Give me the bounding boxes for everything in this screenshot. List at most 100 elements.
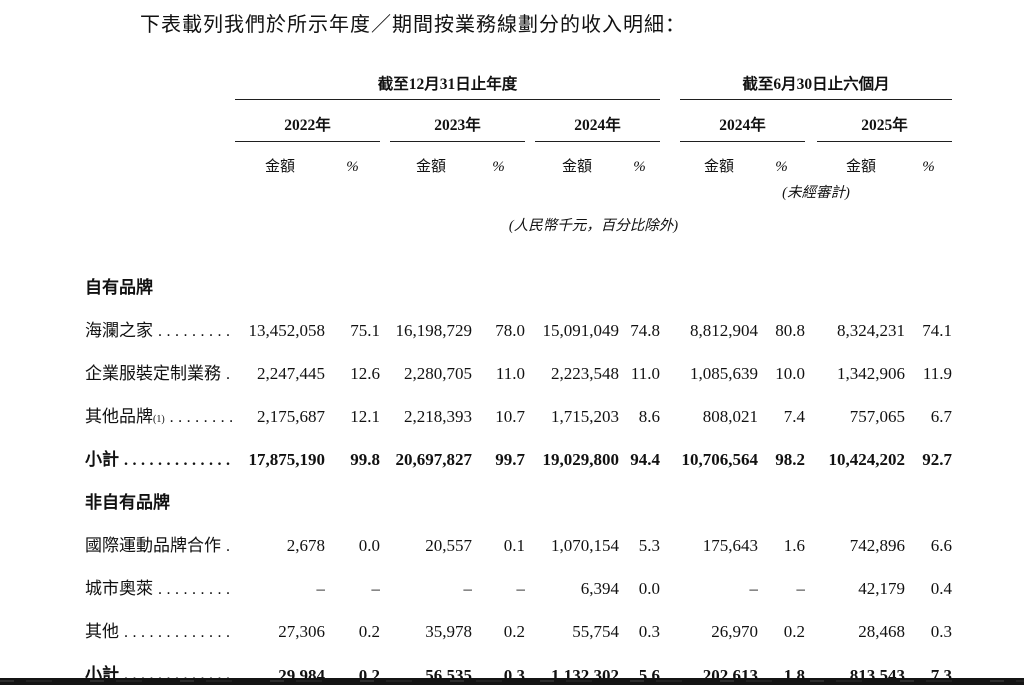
year-header-2024-interim: 2024年 <box>680 99 806 142</box>
interim-group-header: 截至6月30日止六個月 <box>680 72 953 100</box>
amount-cell: 2,678 <box>286 536 325 555</box>
year-header-row: 2022年 2023年 2024年 2024年 2025年 <box>85 99 953 142</box>
amount-cell: 15,091,049 <box>542 321 620 340</box>
percent-cell: 6.7 <box>930 407 953 426</box>
group-header-row: 截至12月31日止年度 截至6月30日止六個月 <box>85 72 953 100</box>
percent-cell: 0.0 <box>358 536 380 555</box>
percent-cell: 0.0 <box>638 579 661 598</box>
section-header-row: 自有品牌 <box>85 237 952 307</box>
percent-cell: 0.1 <box>503 536 525 555</box>
amount-cell: – <box>316 579 326 598</box>
amount-cell: 8,812,904 <box>690 321 759 340</box>
amount-cell: 10,706,564 <box>681 450 759 469</box>
amount-cell: 13,452,058 <box>248 321 326 340</box>
percent-header: % <box>346 159 359 175</box>
unaudited-note-row: (未經審計) <box>85 177 952 202</box>
row-label-text: 城市奧萊 <box>85 579 153 598</box>
amount-cell: 19,029,800 <box>542 450 620 469</box>
table-row: 海瀾之家 13,452,058 75.1 16,198,729 78.0 15,091,0… <box>85 307 952 350</box>
amount-cell: 2,175,687 <box>257 407 325 426</box>
revenue-table: 截至12月31日止年度 截至6月30日止六個月 2022年 2023年 2024… <box>85 72 953 685</box>
percent-cell: 0.4 <box>930 579 953 598</box>
section-header-row: 非自有品牌 <box>85 479 952 522</box>
dot-leader <box>158 579 232 599</box>
percent-cell: 6.6 <box>930 536 953 555</box>
amount-cell: 20,557 <box>425 536 472 555</box>
percent-cell: 11.0 <box>630 364 661 383</box>
percent-cell: 74.1 <box>922 321 953 340</box>
row-label-text: 自有品牌 <box>85 278 153 297</box>
percent-cell: 12.1 <box>350 407 380 426</box>
dot-leader <box>226 364 232 384</box>
row-label: 其他品牌 (1) <box>85 393 235 436</box>
row-label: 城市奧萊 <box>85 565 235 608</box>
percent-cell: 0.3 <box>930 622 953 641</box>
percent-cell: 94.4 <box>630 450 661 469</box>
percent-cell: – <box>796 579 806 598</box>
row-label-text: 非自有品牌 <box>85 493 170 512</box>
amount-cell: 2,218,393 <box>404 407 472 426</box>
amount-cell: 2,247,445 <box>257 364 325 383</box>
percent-cell: 92.7 <box>922 450 953 469</box>
amount-cell: 10,424,202 <box>828 450 906 469</box>
row-label: 企業服裝定制業務 <box>85 350 235 393</box>
row-label: 非自有品牌 <box>85 479 235 522</box>
percent-header: % <box>775 159 788 175</box>
table-row: 企業服裝定制業務 2,247,445 12.6 2,280,705 11.0 2,223,… <box>85 350 952 393</box>
table-row: 其他 27,306 0.2 35,978 0.2 55,754 0.3 26,970 0.2 28… <box>85 608 952 651</box>
percent-cell: 99.7 <box>495 450 525 469</box>
amount-cell: 2,280,705 <box>404 364 472 383</box>
amount-cell: 8,324,231 <box>837 321 906 340</box>
year-header-2023: 2023年 <box>390 99 525 142</box>
percent-cell: 78.0 <box>495 321 525 340</box>
amount-cell: 16,198,729 <box>395 321 473 340</box>
amount-cell: 35,978 <box>425 622 472 641</box>
percent-cell: 7.4 <box>783 407 806 426</box>
amount-header: 金額 <box>264 159 295 175</box>
amount-cell: 1,070,154 <box>551 536 619 555</box>
unit-note: (人民幣千元，百分比除外) <box>508 218 679 234</box>
amount-cell: 757,065 <box>849 407 906 426</box>
percent-header: % <box>633 159 646 175</box>
row-label: 自有品牌 <box>85 237 235 307</box>
row-label-text: 海瀾之家 <box>85 321 153 340</box>
amount-cell: – <box>749 579 759 598</box>
percent-cell: 99.8 <box>350 450 380 469</box>
amount-header: 金額 <box>704 159 735 175</box>
year-header-2025-interim: 2025年 <box>817 99 953 142</box>
percent-cell: – <box>516 579 526 598</box>
percent-cell: 80.8 <box>775 321 806 340</box>
dot-leader <box>124 450 232 470</box>
table-row: 其他品牌(1) 2,175,687 12.1 2,218,393 10.7 1,715,2… <box>85 393 952 436</box>
table-row: 城市奧萊 – – – – 6,394 0.0 – – 42,179 0.4 <box>85 565 952 608</box>
table-row: 小計 17,875,190 99.8 20,697,827 99.7 19,029,800… <box>85 436 952 479</box>
amount-cell: 175,643 <box>702 536 759 555</box>
percent-cell: 10.7 <box>495 407 525 426</box>
percent-cell: – <box>371 579 381 598</box>
year-header-2024: 2024年 <box>535 99 661 142</box>
percent-cell: 0.2 <box>783 622 806 641</box>
row-label: 其他 <box>85 608 235 651</box>
row-label-text: 企業服裝定制業務 <box>85 364 221 383</box>
percent-cell: 11.0 <box>495 364 525 383</box>
percent-header: % <box>492 159 505 175</box>
amount-header: 金額 <box>415 159 446 175</box>
percent-header: % <box>922 159 935 175</box>
unaudited-note: (未經審計) <box>782 185 850 201</box>
percent-cell: 12.6 <box>350 364 380 383</box>
percent-cell: 1.6 <box>783 536 806 555</box>
percent-cell: 11.9 <box>922 364 953 383</box>
amount-cell: 27,306 <box>278 622 325 641</box>
amount-header: 金額 <box>846 159 877 175</box>
row-label-text: 國際運動品牌合作 <box>85 536 221 555</box>
amount-cell: 55,754 <box>572 622 619 641</box>
row-label-text: 小計 <box>85 450 119 469</box>
amount-cell: 808,021 <box>702 407 759 426</box>
percent-cell: 0.2 <box>503 622 525 641</box>
amount-cell: 1,085,639 <box>690 364 759 383</box>
dot-leader <box>158 321 232 341</box>
annual-group-header: 截至12月31日止年度 <box>235 72 661 100</box>
amount-cell: 6,394 <box>580 579 619 598</box>
